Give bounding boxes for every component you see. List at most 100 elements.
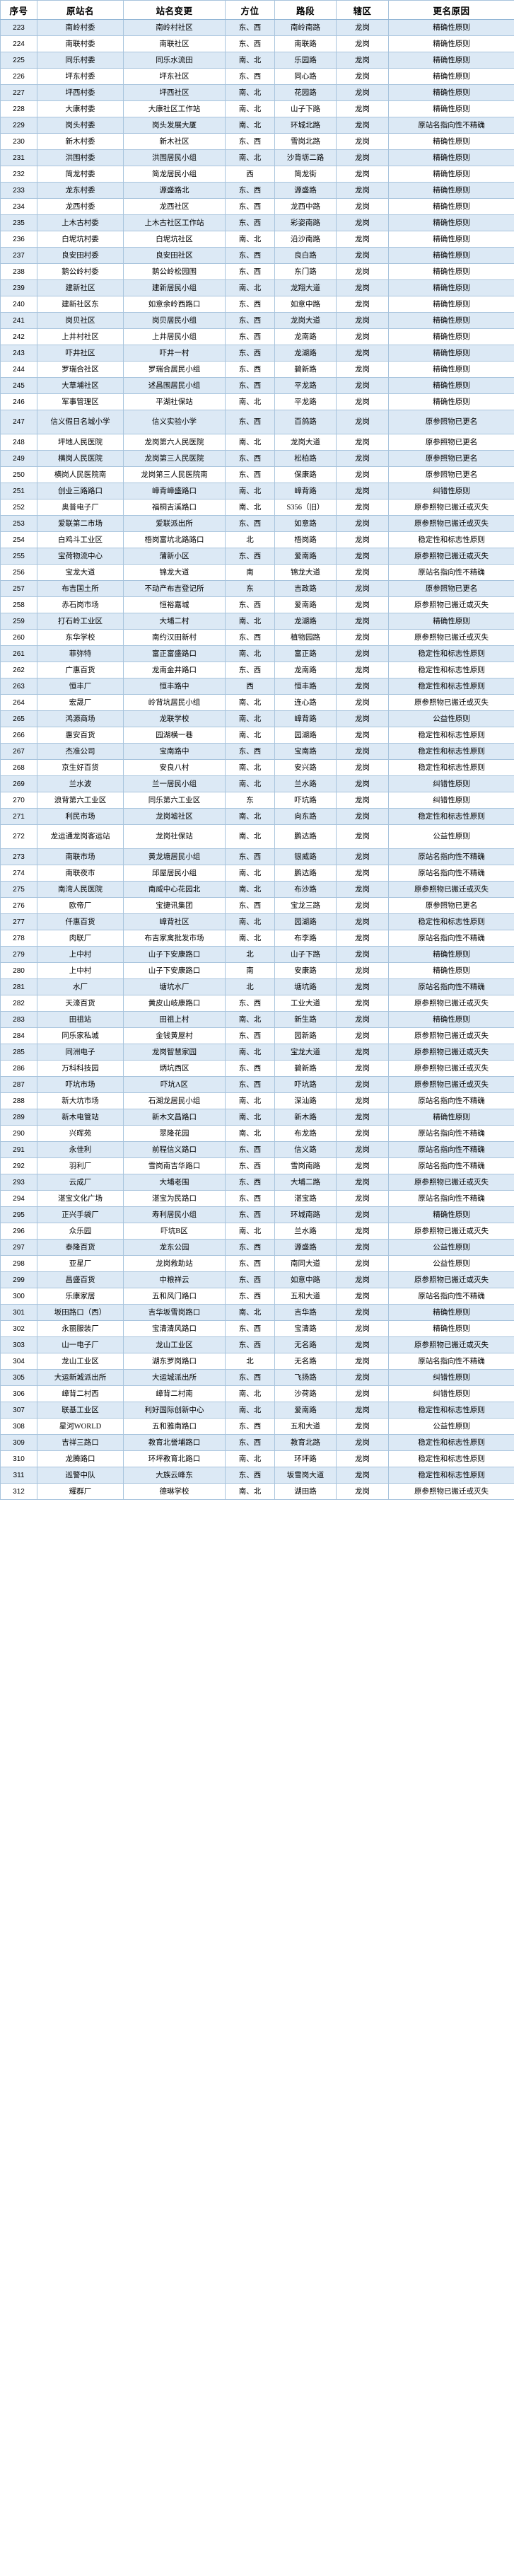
cell-old-name: 奥普电子厂 <box>37 499 124 516</box>
cell-new-name: 宝清清风路口 <box>123 1320 226 1337</box>
cell-new-name: 南约汉田新村 <box>123 629 226 646</box>
cell-road: 南岭南路 <box>274 19 337 36</box>
cell-direction: 东、西 <box>225 361 275 378</box>
cell-old-name: 南岭村委 <box>37 19 124 36</box>
cell-region: 龙岗 <box>336 1304 389 1321</box>
table-row: 304 龙山工业区 湖东罗岗路口北无名路 龙岗 原站名指向性不精确 <box>0 1353 514 1370</box>
cell-old-name: 南联村委 <box>37 35 124 52</box>
station-rename-table: 序号 原站名 站名变更 方位 路段 辖区 更名原因 223 南岭村委 南岭村社区 东、… <box>0 0 514 1500</box>
cell-region: 龙岗 <box>336 182 389 199</box>
cell-region: 龙岗 <box>336 1418 389 1435</box>
cell-region: 龙岗 <box>336 1206 389 1223</box>
cell-direction: 东、西 <box>225 1288 275 1305</box>
cell-region: 龙岗 <box>336 808 389 825</box>
cell-direction: 东、西 <box>225 1141 275 1158</box>
table-row: 309 吉祥三路口 教育北誉埔路口 东、西 教育北路 龙岗 稳定性和标志性原则 <box>0 1434 514 1451</box>
cell-old-name: 坪东村委 <box>37 68 124 85</box>
cell-new-name: 宝捷讯集团 <box>123 897 226 914</box>
cell-new-name: 同乐水流田 <box>123 52 226 69</box>
cell-road: 如意中路 <box>274 296 337 313</box>
cell-new-name: 罗瑞合居民小组 <box>123 361 226 378</box>
cell-old-name: 昌盛百货 <box>37 1271 124 1288</box>
cell-new-name: 兰一居民小组 <box>123 775 226 792</box>
cell-seq: 244 <box>0 361 37 378</box>
cell-seq: 267 <box>0 743 37 760</box>
table-row: 276 欧帝厂 宝捷讯集团 东、西 宝龙三路 龙岗 原参照物已更名 <box>0 897 514 914</box>
cell-seq: 285 <box>0 1044 37 1061</box>
cell-region: 龙岗 <box>336 100 389 117</box>
cell-region: 龙岗 <box>336 149 389 166</box>
cell-direction: 东、西 <box>225 995 275 1012</box>
cell-reason: 纠错性原则 <box>388 483 514 499</box>
cell-old-name: 信义假日名城小学 <box>37 410 124 434</box>
column-header-new-name: 站名变更 <box>123 0 226 20</box>
table-row: 256 宝龙大道 锦龙大道南锦龙大道 龙岗 原站名指向性不精确 <box>0 564 514 581</box>
cell-new-name: 园湖横一巷 <box>123 727 226 744</box>
cell-road: 如意中路 <box>274 1271 337 1288</box>
cell-new-name: 南岭村社区 <box>123 19 226 36</box>
cell-old-name: 打石岭工业区 <box>37 613 124 630</box>
cell-region: 龙岗 <box>336 978 389 995</box>
table-row: 246 军事管理区 平湖社保站 南、北 平龙路 龙岗 精确性原则 <box>0 393 514 410</box>
cell-road: 飞扬路 <box>274 1369 337 1386</box>
cell-direction: 南、北 <box>225 393 275 410</box>
cell-reason: 稳定性和标志性原则 <box>388 727 514 744</box>
cell-region: 龙岗 <box>336 548 389 565</box>
table-row: 303 山一电子厂 龙山工业区 东、西 无名路 龙岗 原参照物已搬迁或灭失 <box>0 1336 514 1353</box>
cell-seq: 223 <box>0 19 37 36</box>
cell-road: 爱南路 <box>274 1402 337 1419</box>
cell-seq: 235 <box>0 214 37 231</box>
cell-region: 龙岗 <box>336 19 389 36</box>
cell-road: 南同大道 <box>274 1255 337 1272</box>
cell-direction: 东、西 <box>225 263 275 280</box>
cell-old-name: 简龙村委 <box>37 166 124 183</box>
cell-old-name: 龙西村委 <box>37 198 124 215</box>
cell-reason: 原站名指向性不精确 <box>388 117 514 134</box>
cell-region: 龙岗 <box>336 1255 389 1272</box>
cell-seq: 224 <box>0 35 37 52</box>
cell-region: 龙岗 <box>336 1109 389 1126</box>
cell-region: 龙岗 <box>336 645 389 662</box>
cell-reason: 精确性原则 <box>388 1011 514 1028</box>
cell-reason: 纠错性原则 <box>388 792 514 809</box>
cell-road: 松柏路 <box>274 450 337 467</box>
cell-direction: 东、西 <box>225 1271 275 1288</box>
cell-road: 爱南路 <box>274 596 337 613</box>
cell-new-name: 塘坑水厂 <box>123 978 226 995</box>
cell-reason: 原站名指向性不精确 <box>388 848 514 865</box>
cell-road: 教育北路 <box>274 1434 337 1451</box>
cell-new-name: 嶂背嶂盛路口 <box>123 483 226 499</box>
cell-reason: 精确性原则 <box>388 377 514 394</box>
cell-road: 乐园路 <box>274 52 337 69</box>
cell-new-name: 鹅公岭松园围 <box>123 263 226 280</box>
cell-old-name: 耀群厂 <box>37 1483 124 1500</box>
cell-road: 龙岗大道 <box>274 434 337 451</box>
cell-old-name: 同乐家私城 <box>37 1027 124 1044</box>
table-row: 272 龙运通龙岗客运站 龙岗社保站 南、北 鹏达路 龙岗 公益性原则 <box>0 824 514 849</box>
table-row: 302 永丽服装厂 宝清清风路口 东、西 宝清路 龙岗 精确性原则 <box>0 1320 514 1337</box>
cell-new-name: 吓井一村 <box>123 345 226 362</box>
cell-old-name: 上中村 <box>37 946 124 963</box>
cell-road: 吉华路 <box>274 1304 337 1321</box>
cell-road: 嶂背路 <box>274 710 337 727</box>
cell-direction: 南、北 <box>225 117 275 134</box>
cell-reason: 原参照物已搬迁或灭失 <box>388 1027 514 1044</box>
cell-reason: 公益性原则 <box>388 710 514 727</box>
cell-new-name: 信义实验小学 <box>123 410 226 434</box>
table-row: 306 嶂背二村西 嶂背二村南 南、北 沙荷路 龙岗 纠错性原则 <box>0 1385 514 1402</box>
cell-new-name: 龙岗第三人民医院 <box>123 450 226 467</box>
cell-new-name: 吓坑B区 <box>123 1223 226 1240</box>
cell-road: 兰水路 <box>274 1223 337 1240</box>
cell-region: 龙岗 <box>336 596 389 613</box>
cell-direction: 南、北 <box>225 100 275 117</box>
cell-direction: 东、西 <box>225 1060 275 1077</box>
cell-old-name: 建新社区 <box>37 279 124 296</box>
cell-new-name: 黄龙塘居民小组 <box>123 848 226 865</box>
cell-old-name: 万科科技园 <box>37 1060 124 1077</box>
cell-direction: 东、西 <box>225 515 275 532</box>
cell-old-name: 大草埔社区 <box>37 377 124 394</box>
cell-seq: 308 <box>0 1418 37 1435</box>
cell-reason: 稳定性和标志性原则 <box>388 1450 514 1467</box>
cell-seq: 274 <box>0 865 37 882</box>
cell-seq: 275 <box>0 881 37 898</box>
